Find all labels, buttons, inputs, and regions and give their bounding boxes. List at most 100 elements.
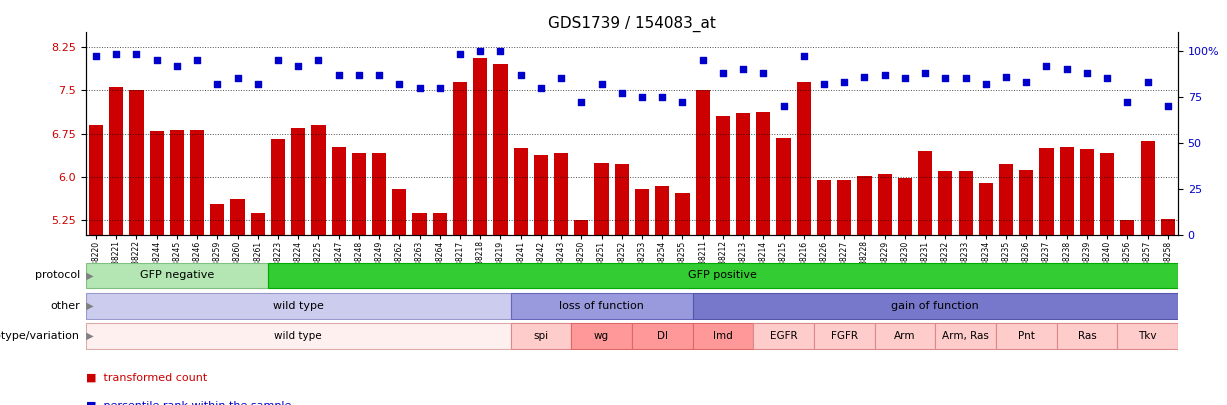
Text: Tkv: Tkv [1139,331,1157,341]
Text: ■  percentile rank within the sample: ■ percentile rank within the sample [86,401,291,405]
Text: wg: wg [594,331,609,341]
Bar [331,147,346,405]
Point [348,72,368,78]
Bar [796,81,811,405]
Point [693,57,713,63]
Point [450,51,470,58]
Bar [1141,141,1155,405]
FancyBboxPatch shape [753,323,814,349]
Point [713,70,733,76]
Point [1056,66,1076,72]
Bar [999,164,1014,405]
Point [329,72,348,78]
FancyBboxPatch shape [510,323,572,349]
FancyBboxPatch shape [875,323,935,349]
Point [612,90,632,96]
Point [531,84,551,91]
Bar [777,138,790,405]
Text: protocol: protocol [34,271,80,280]
Bar [271,139,285,405]
Point [126,51,146,58]
Bar [169,130,184,405]
Point [551,75,571,82]
Point [653,94,672,100]
Bar [858,176,871,405]
Bar [1101,153,1114,405]
FancyBboxPatch shape [1178,323,1227,349]
Point [309,57,329,63]
Point [894,75,914,82]
Point [248,81,267,87]
FancyBboxPatch shape [86,262,267,288]
Point [269,57,288,63]
FancyBboxPatch shape [267,262,1178,288]
Point [510,72,530,78]
Bar [939,171,952,405]
Bar [312,125,325,405]
Bar [898,178,912,405]
Text: Arm: Arm [894,331,915,341]
Text: wild type: wild type [272,301,324,311]
Point [1137,79,1157,85]
Point [875,72,894,78]
Bar [958,171,973,405]
Bar [88,125,103,405]
FancyBboxPatch shape [814,323,875,349]
Point [734,66,753,72]
Text: genotype/variation: genotype/variation [0,331,80,341]
Bar [393,189,406,405]
Text: Ras: Ras [1077,331,1096,341]
Point [389,81,409,87]
Bar [979,183,993,405]
Point [935,75,955,82]
Point [1037,62,1056,69]
Bar [150,131,163,405]
Bar [877,174,892,405]
Bar [675,193,690,405]
FancyBboxPatch shape [692,323,753,349]
Point [591,81,611,87]
FancyBboxPatch shape [1118,323,1178,349]
Point [996,73,1016,80]
Point [753,70,773,76]
Text: ▶: ▶ [83,271,94,280]
Point [834,79,854,85]
Text: loss of function: loss of function [560,301,644,311]
Text: Imd: Imd [713,331,733,341]
Point [107,51,126,58]
Bar [291,128,306,405]
Bar [615,164,629,405]
Bar [1039,148,1054,405]
Bar [109,87,123,405]
Point [855,73,875,80]
Bar [1080,149,1094,405]
Bar [231,199,244,405]
Point [1097,75,1117,82]
Point [1077,70,1097,76]
Bar [736,113,750,405]
Bar [634,189,649,405]
Point [147,57,167,63]
Bar [129,90,144,405]
Point [572,99,591,106]
Text: Pnt: Pnt [1018,331,1034,341]
Bar [1161,219,1175,405]
Bar [372,153,387,405]
Point [369,72,389,78]
Text: spi: spi [534,331,548,341]
Bar [837,180,852,405]
Point [1016,79,1036,85]
Text: Dl: Dl [656,331,667,341]
Bar [715,116,730,405]
Point [1118,99,1137,106]
Bar [756,112,771,405]
Bar [574,220,589,405]
Point [975,81,995,87]
Point [632,94,652,100]
Bar [1120,220,1135,405]
FancyBboxPatch shape [996,323,1056,349]
Bar [534,155,548,405]
Bar [696,90,709,405]
Bar [474,58,487,405]
Point [228,75,248,82]
